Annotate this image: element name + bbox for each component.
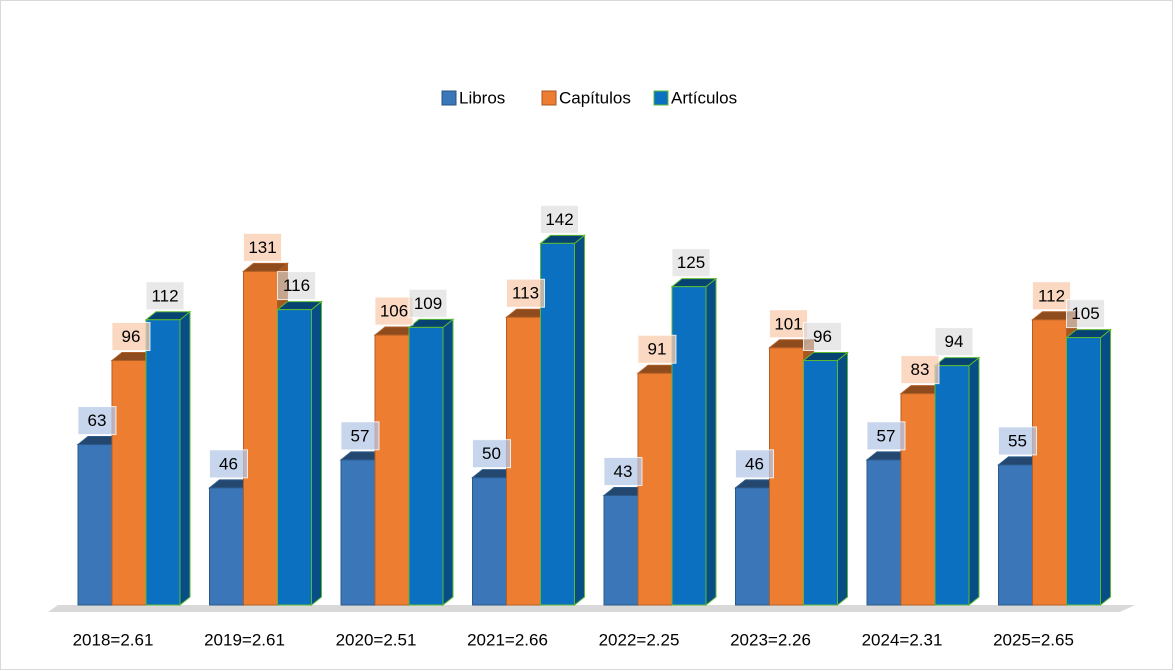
bar xyxy=(340,459,376,606)
data-label-box xyxy=(637,334,677,364)
bar-side xyxy=(179,310,191,607)
bar-side xyxy=(574,234,585,607)
bar xyxy=(77,444,113,606)
data-label: 83 xyxy=(911,360,930,379)
x-tick-label: 2022=2.25 xyxy=(599,630,680,649)
x-tick-label: 2023=2.26 xyxy=(730,630,811,649)
data-label-box xyxy=(277,271,316,301)
bar-side xyxy=(837,351,848,607)
data-label-box xyxy=(340,421,380,451)
data-label-box xyxy=(866,421,906,451)
data-label: 112 xyxy=(1038,286,1065,305)
data-label: 125 xyxy=(677,253,705,272)
bar-side xyxy=(968,356,980,607)
bar xyxy=(243,270,278,606)
data-label: 116 xyxy=(283,276,310,295)
data-label: 96 xyxy=(122,327,141,346)
bar xyxy=(506,316,541,606)
data-label-box xyxy=(998,426,1037,456)
data-label: 142 xyxy=(545,210,573,229)
legend-swatch xyxy=(441,90,457,106)
data-label: 112 xyxy=(151,286,178,305)
legend-label: Capítulos xyxy=(559,88,631,107)
bar xyxy=(735,487,770,606)
bar xyxy=(374,334,410,606)
data-label: 57 xyxy=(351,426,370,445)
bar xyxy=(866,459,902,606)
data-label: 96 xyxy=(813,327,832,346)
data-label-box xyxy=(735,449,774,479)
bar xyxy=(998,464,1033,606)
data-label-box xyxy=(603,456,643,486)
bar-side xyxy=(311,300,322,607)
data-label-box xyxy=(803,322,842,352)
x-tick-label: 2024=2.31 xyxy=(862,630,943,649)
bar xyxy=(277,309,312,606)
data-label: 50 xyxy=(482,444,501,463)
data-label-box xyxy=(408,288,448,318)
bar xyxy=(408,326,444,606)
bar xyxy=(209,487,244,606)
bar xyxy=(1032,319,1067,606)
legend-swatch xyxy=(541,90,557,106)
bar-side xyxy=(705,277,717,607)
data-label-box xyxy=(769,309,808,339)
data-label: 94 xyxy=(945,332,964,351)
bar xyxy=(671,286,707,606)
bar xyxy=(145,319,181,606)
bar xyxy=(540,242,575,606)
data-label-box xyxy=(374,296,414,326)
data-label: 101 xyxy=(774,314,802,333)
data-label: 91 xyxy=(648,340,667,359)
data-label: 46 xyxy=(745,454,764,473)
data-label-box xyxy=(77,406,117,436)
data-label-box xyxy=(209,449,248,479)
data-label: 131 xyxy=(248,238,276,257)
bar xyxy=(603,494,639,606)
data-label: 109 xyxy=(414,294,442,313)
bar xyxy=(900,393,936,606)
bar xyxy=(637,372,673,606)
data-label-box xyxy=(506,278,545,308)
bar-side xyxy=(442,318,454,607)
legend-label: Libros xyxy=(459,88,505,107)
data-label-box xyxy=(472,439,511,469)
x-tick-label: 2025=2.65 xyxy=(993,630,1074,649)
data-label-box xyxy=(243,232,282,262)
bar-side xyxy=(1100,328,1111,607)
data-label-box xyxy=(900,355,940,385)
bar xyxy=(934,365,970,606)
x-tick-label: 2021=2.66 xyxy=(467,630,548,649)
data-label: 63 xyxy=(88,411,107,430)
data-label-box xyxy=(934,327,974,357)
data-label-box xyxy=(540,204,579,234)
data-label: 113 xyxy=(512,284,539,303)
data-label: 55 xyxy=(1008,431,1027,450)
data-label: 57 xyxy=(877,426,896,445)
data-label-box xyxy=(111,322,151,352)
floor xyxy=(48,605,1135,612)
bar xyxy=(769,347,804,606)
x-tick-label: 2018=2.61 xyxy=(73,630,154,649)
data-label: 105 xyxy=(1071,304,1099,323)
legend-label: Artículos xyxy=(671,88,737,107)
data-label-box xyxy=(671,248,711,278)
data-label-box xyxy=(1032,281,1071,311)
data-label-box xyxy=(1066,299,1105,329)
bar xyxy=(803,360,838,606)
bar xyxy=(472,477,507,606)
bar xyxy=(111,360,147,606)
x-tick-label: 2019=2.61 xyxy=(204,630,285,649)
bar xyxy=(1066,337,1101,606)
x-tick-label: 2020=2.51 xyxy=(336,630,417,649)
data-label: 43 xyxy=(614,462,633,481)
data-label: 46 xyxy=(219,454,238,473)
data-label: 106 xyxy=(380,302,408,321)
legend-swatch xyxy=(653,90,669,106)
data-label-box xyxy=(145,281,185,311)
